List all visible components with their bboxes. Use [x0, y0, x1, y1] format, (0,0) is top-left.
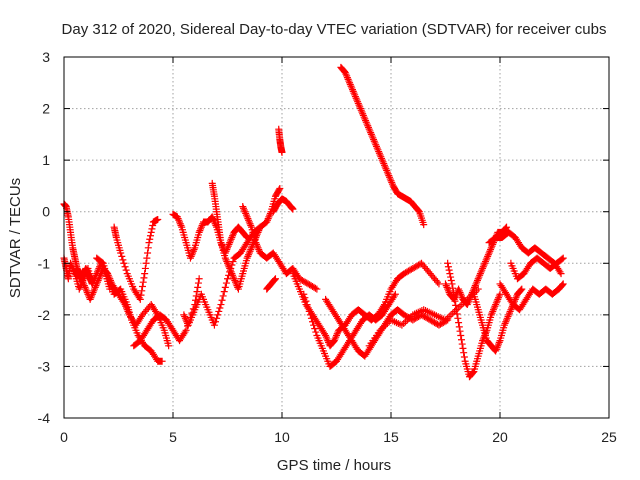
series-arc21 [470, 285, 526, 355]
series-points [180, 185, 284, 329]
series-arc20 [444, 259, 504, 381]
series-points [110, 215, 162, 303]
series-arc17 [337, 63, 428, 229]
series-arc12 [269, 195, 297, 216]
y-tick-label: 1 [42, 152, 50, 168]
series-arc24 [507, 254, 567, 283]
y-tick-label: -1 [38, 255, 51, 271]
series-points [208, 179, 251, 257]
y-tick-label: -4 [38, 410, 51, 426]
y-tick-label: 2 [42, 101, 50, 117]
series-points [444, 259, 504, 381]
series-points [337, 63, 428, 229]
series-arc8 [180, 185, 284, 329]
series-arc13 [263, 275, 279, 293]
series-points [239, 203, 321, 293]
axis-ticks: 0 5 10 15 20 25 -4 -3 -2 -1 0 1 2 3 [38, 49, 617, 445]
chart-title: Day 312 of 2020, Sidereal Day-to-day VTE… [62, 21, 607, 38]
series-points [300, 290, 399, 370]
series-arc10 [239, 203, 321, 293]
series-arc5 [110, 215, 162, 303]
series-arc11 [275, 125, 286, 156]
x-tick-label: 5 [169, 429, 177, 445]
y-tick-label: 0 [42, 204, 50, 220]
series-points [275, 125, 286, 156]
series-points [496, 280, 567, 314]
data-points [60, 63, 567, 381]
series-points [470, 285, 526, 355]
x-tick-label: 20 [492, 429, 508, 445]
x-tick-label: 0 [60, 429, 68, 445]
y-tick-label: -2 [38, 307, 51, 323]
y-tick-label: 3 [42, 49, 50, 65]
series-arc23 [496, 280, 567, 314]
series-points [263, 275, 279, 293]
x-tick-label: 25 [601, 429, 617, 445]
plot-frame [63, 56, 610, 419]
series-arc15 [300, 290, 399, 370]
series-points [269, 195, 297, 216]
series-points [507, 254, 567, 283]
x-tick-label: 15 [383, 429, 399, 445]
x-tick-label: 10 [274, 429, 290, 445]
y-tick-label: -3 [38, 358, 51, 374]
series-arc9 [208, 179, 251, 257]
x-axis-label: GPS time / hours [277, 457, 391, 474]
y-axis-label: SDTVAR / TECUs [7, 178, 24, 298]
